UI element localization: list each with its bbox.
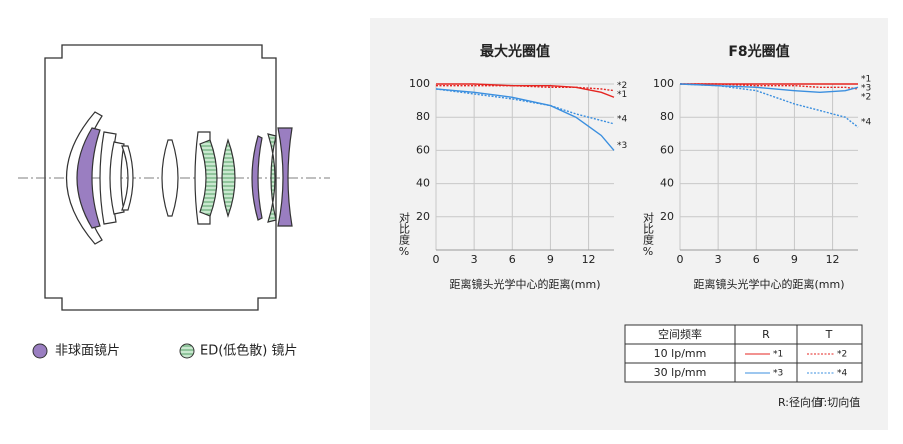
y-tick-label: 20 (416, 210, 430, 223)
lens-diagram (18, 44, 330, 311)
legend-label: 非球面镜片 (55, 344, 120, 359)
table-cell: *4 (837, 369, 848, 379)
table-cell: 30 lp/mm (654, 366, 707, 379)
y-tick-label: 80 (416, 110, 430, 123)
table-header: T (825, 328, 833, 341)
table-header: R (762, 328, 770, 341)
x-tick-label: 9 (547, 253, 554, 266)
y-tick-label: 40 (416, 177, 430, 190)
x-tick-label: 12 (826, 253, 840, 266)
series-label: *4 (861, 118, 872, 128)
series-line (435, 88, 615, 125)
x-tick-label: 3 (715, 253, 722, 266)
series-line (680, 83, 859, 90)
legend-swatch (32, 343, 48, 359)
y-tick-label: 60 (660, 143, 674, 156)
x-tick-label: 12 (582, 253, 596, 266)
note: R:径向值 (778, 395, 822, 409)
legend-swatch (179, 343, 195, 359)
y-tick-label: 100 (409, 77, 430, 90)
series-line (679, 83, 859, 94)
x-tick-label: 0 (433, 253, 440, 266)
y-tick-label: 20 (660, 210, 674, 223)
series-label: *4 (617, 114, 628, 124)
x-tick-label: 9 (791, 253, 798, 266)
y-tick-label: 100 (653, 77, 674, 90)
series-label: *1 (617, 90, 627, 100)
x-tick-label: 6 (753, 253, 760, 266)
series-label: *1 (861, 75, 871, 85)
series-label: *2 (617, 81, 627, 91)
y-axis-title: 对比度% (398, 211, 411, 258)
series-line (436, 83, 615, 98)
table-cell: 10 lp/mm (654, 347, 707, 360)
table-cell: *1 (773, 350, 783, 360)
y-axis-title: 对比度% (642, 211, 655, 258)
table-header: 空间频率 (658, 327, 702, 341)
series-label: *3 (861, 84, 871, 94)
legend-label: ED(低色散) 镜片 (200, 343, 298, 359)
series-label: *2 (861, 93, 871, 103)
table-cell: *2 (837, 350, 847, 360)
series-line (436, 84, 615, 92)
chart-title: F8光圈值 (728, 43, 789, 60)
x-tick-label: 0 (677, 253, 684, 266)
x-tick-label: 3 (471, 253, 478, 266)
x-axis-title: 距离镜头光学中心的距离(mm) (449, 277, 600, 291)
x-axis-title: 距离镜头光学中心的距离(mm) (693, 277, 844, 291)
y-tick-label: 80 (660, 110, 674, 123)
series-label: *3 (617, 141, 627, 151)
x-tick-label: 6 (509, 253, 516, 266)
y-tick-label: 60 (416, 143, 430, 156)
series-line (679, 83, 859, 128)
y-tick-label: 40 (660, 177, 674, 190)
chart-title: 最大光圈值 (480, 43, 550, 60)
note: T:切向值 (817, 395, 860, 409)
table (624, 324, 863, 383)
table-cell: *3 (773, 369, 783, 379)
